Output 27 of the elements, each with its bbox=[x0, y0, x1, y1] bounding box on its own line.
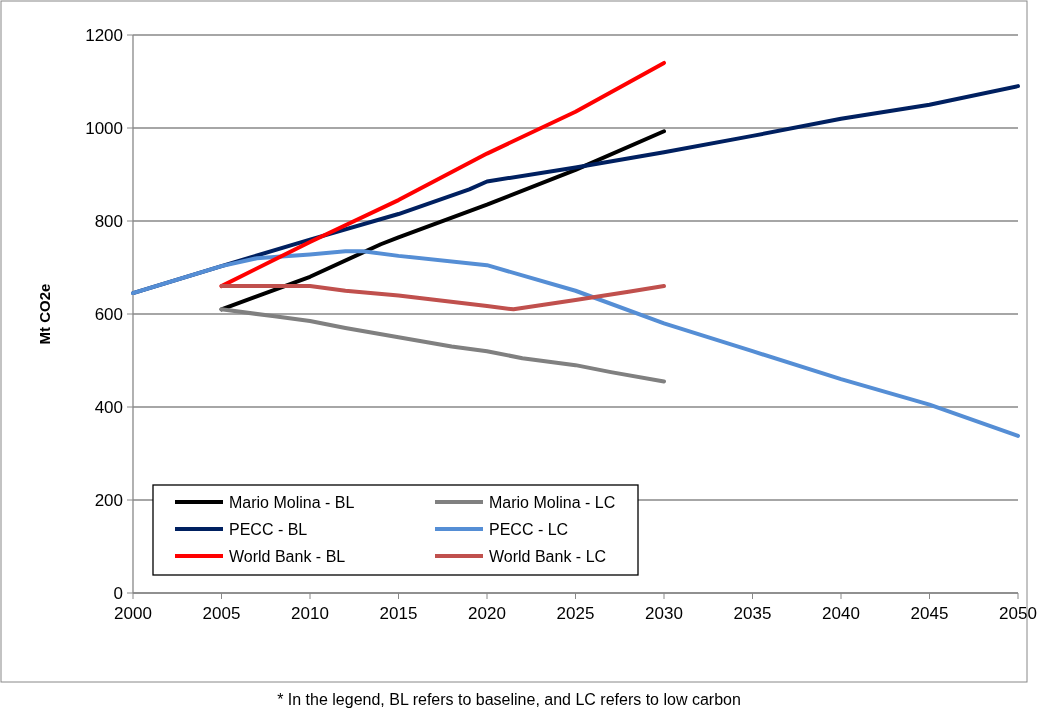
y-tick-label: 400 bbox=[94, 397, 123, 417]
y-tick-label: 1000 bbox=[85, 118, 123, 138]
y-tick-label: 1200 bbox=[85, 25, 123, 45]
legend-label: Mario Molina - LC bbox=[489, 493, 616, 511]
x-tick-label: 2045 bbox=[910, 604, 949, 623]
y-tick-label: 800 bbox=[94, 211, 123, 231]
x-tick-label: 2040 bbox=[822, 604, 860, 623]
x-tick-label: 2015 bbox=[379, 604, 418, 623]
x-tick-label: 2005 bbox=[202, 604, 241, 623]
x-tick-label: 2010 bbox=[291, 604, 329, 623]
legend-label: PECC - LC bbox=[489, 520, 569, 538]
y-tick-label: 200 bbox=[94, 490, 123, 510]
y-tick-label: 0 bbox=[113, 583, 123, 603]
line-series bbox=[219, 284, 666, 312]
legend-label: World Bank - BL bbox=[229, 547, 346, 565]
x-tick-label: 2050 bbox=[999, 604, 1037, 623]
x-tick-label: 2030 bbox=[645, 604, 683, 623]
legend-label: PECC - BL bbox=[229, 520, 308, 538]
x-tick-label: 2025 bbox=[556, 604, 595, 623]
x-tick-label: 2035 bbox=[733, 604, 772, 623]
text: * In the legend, BL refers to baseline, and LC refers to low carbon bbox=[277, 691, 741, 708]
legend-label: World Bank - LC bbox=[489, 547, 607, 565]
legend-label: Mario Molina - BL bbox=[229, 493, 355, 511]
x-tick-label: 2020 bbox=[468, 604, 506, 623]
y-tick-label: 600 bbox=[94, 304, 123, 324]
y-axis-title: Mt CO2e bbox=[36, 283, 53, 345]
x-tick-label: 2000 bbox=[114, 604, 152, 623]
